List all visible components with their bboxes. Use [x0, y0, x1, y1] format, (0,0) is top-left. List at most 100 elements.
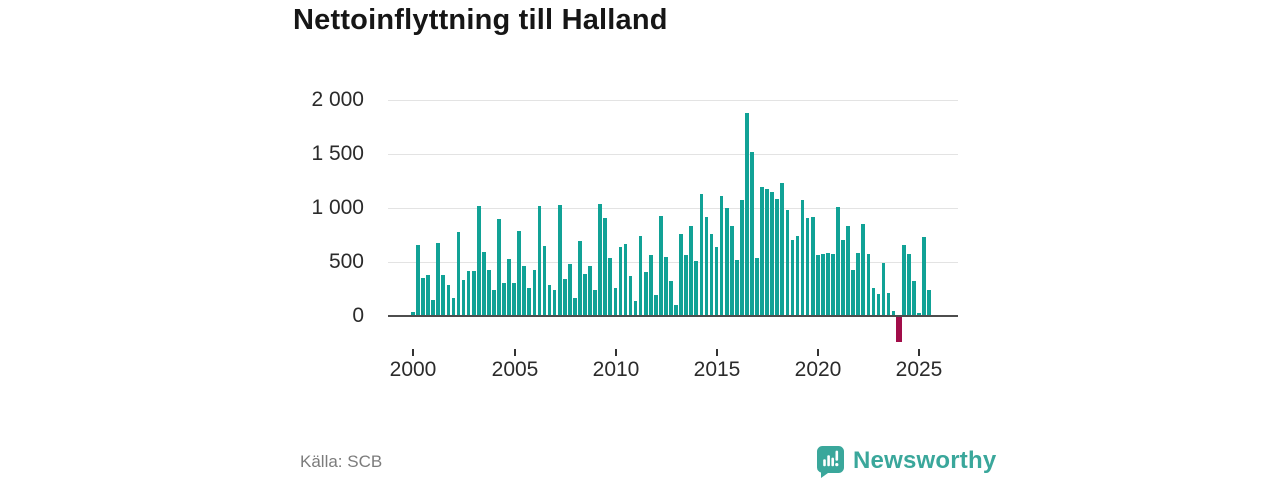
bar: [871, 288, 876, 316]
bar: [431, 299, 436, 316]
x-axis-label: 2000: [389, 358, 437, 381]
bar: [562, 279, 567, 316]
bar: [466, 271, 471, 316]
x-axis-label: 2025: [895, 358, 943, 381]
bar: [578, 241, 582, 316]
bar: [846, 225, 850, 316]
bar: [643, 271, 648, 316]
gridline: [388, 154, 958, 155]
bar: [709, 233, 714, 316]
bar: [608, 257, 613, 316]
bar: [906, 254, 911, 316]
bar: [623, 243, 628, 316]
bar: [876, 294, 881, 316]
bar: [517, 231, 522, 316]
x-axis-label: 2005: [491, 358, 539, 381]
bar: [497, 219, 501, 316]
bar: [734, 260, 739, 316]
bar: [502, 282, 506, 316]
bar: [866, 254, 871, 316]
bar: [573, 298, 577, 316]
y-axis: 2 000 1 500 1 000 500 0: [280, 88, 376, 328]
bar: [765, 189, 769, 316]
bar: [724, 208, 729, 316]
gridline: [388, 262, 958, 263]
bar: [861, 224, 866, 316]
bar: [527, 288, 532, 316]
source-text: Källa: SCB: [300, 452, 383, 471]
y-axis-label: 0: [352, 304, 364, 327]
chart-title: Nettoinflyttning till Halland: [293, 4, 668, 36]
bar: [851, 269, 855, 316]
bar: [547, 285, 552, 316]
bar: [795, 236, 800, 316]
bar: [451, 298, 456, 316]
bar: [886, 292, 891, 316]
plot-area: 2000 2005 2010 2015 2020 2025: [388, 88, 958, 388]
bar: [891, 311, 896, 316]
bar: [699, 193, 704, 316]
bar: [800, 199, 805, 316]
x-axis-tick: [716, 349, 718, 356]
bar-negative: [895, 317, 902, 342]
bar: [704, 217, 709, 316]
x-axis-tick: [615, 349, 617, 356]
y-axis-label: 500: [328, 250, 364, 273]
bar: [881, 263, 886, 316]
bar: [633, 301, 638, 316]
bar: [927, 290, 931, 316]
bar: [836, 206, 840, 316]
bar: [598, 204, 602, 316]
bar: [780, 183, 785, 316]
bar: [755, 257, 759, 316]
bar: [512, 282, 516, 316]
bar: [492, 290, 496, 316]
x-axis-label: 2010: [592, 358, 640, 381]
bar: [567, 264, 572, 316]
gridline: [388, 208, 958, 209]
bar: [507, 259, 511, 316]
bar: [411, 311, 415, 316]
y-axis-label: 2 000: [311, 88, 364, 111]
bar: [785, 210, 790, 316]
bar: [856, 253, 861, 316]
bar: [532, 269, 537, 316]
bar: [441, 274, 446, 316]
bar: [810, 217, 815, 316]
newsworthy-logo[interactable]: Newsworthy: [816, 444, 996, 478]
bar: [664, 256, 668, 316]
bar: [714, 247, 719, 316]
bar: [729, 225, 734, 316]
bar: [416, 244, 420, 316]
bar: [815, 254, 820, 316]
bar: [618, 247, 623, 316]
bar: [476, 206, 481, 316]
bar: [603, 218, 608, 316]
bar: [760, 187, 764, 316]
bar: [583, 273, 587, 316]
bar: [770, 191, 775, 316]
newsworthy-wordmark: Newsworthy: [853, 447, 997, 474]
bar: [421, 277, 425, 316]
bar: [628, 276, 633, 316]
bar: [790, 240, 795, 316]
bar: [481, 252, 486, 316]
bar: [588, 266, 592, 316]
x-axis-tick: [918, 349, 920, 356]
bar: [426, 274, 430, 316]
bar: [805, 218, 810, 316]
x-axis-tick: [817, 349, 819, 356]
bar: [613, 288, 618, 316]
bar: [669, 281, 673, 316]
bar: [775, 199, 780, 316]
bar: [638, 236, 643, 316]
bar: [820, 254, 825, 316]
x-axis-line: [388, 315, 958, 317]
bar: [653, 294, 658, 316]
bar: [922, 236, 926, 316]
bar: [689, 225, 694, 316]
x-axis-label: 2015: [693, 358, 741, 381]
bar: [684, 254, 689, 316]
bar: [841, 239, 845, 316]
bar: [740, 200, 744, 316]
